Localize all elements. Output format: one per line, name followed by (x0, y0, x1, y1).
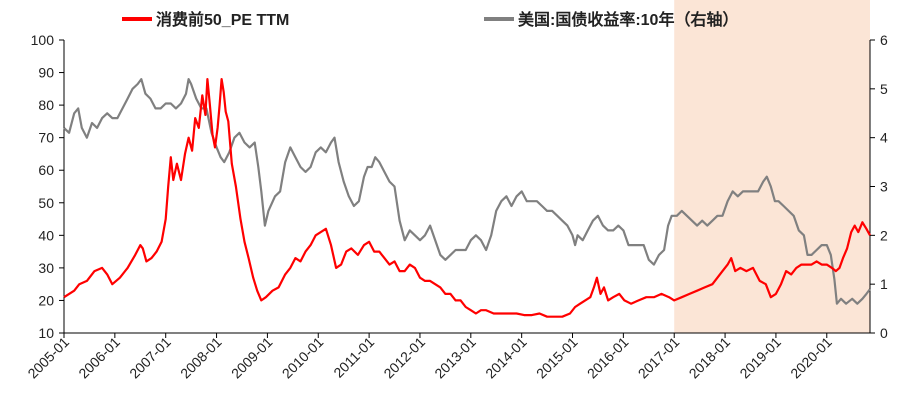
series-lines (63, 78, 871, 318)
legend-label-yield: 美国:国债收益率:10年（右轴） (518, 10, 738, 29)
shaded-period (674, 0, 870, 333)
y-left-tick-label: 100 (31, 32, 55, 48)
series-line-pe (63, 78, 871, 318)
y-right-tick-label: 6 (880, 32, 888, 48)
y-right-tick-label: 2 (880, 227, 888, 243)
y-right-tick-label: 5 (880, 81, 888, 97)
y-right-tick-label: 0 (880, 325, 888, 341)
legend-label-pe: 消费前50_PE TTM (156, 10, 289, 29)
y-left-tick-label: 70 (38, 130, 54, 146)
y-right-tick-label: 1 (880, 276, 888, 292)
y-left-tick-label: 40 (38, 227, 54, 243)
y-right-tick-label: 4 (880, 130, 888, 146)
y-left-tick-label: 30 (38, 260, 54, 276)
y-left-tick-label: 80 (38, 97, 54, 113)
y-left-tick-label: 10 (38, 325, 54, 341)
series-line-us10y (63, 78, 871, 305)
y-right-tick-label: 3 (880, 179, 888, 195)
y-left-tick-label: 60 (38, 162, 54, 178)
y-left-tick-label: 20 (38, 292, 54, 308)
legend: 消费前50_PE TTM 美国:国债收益率:10年（右轴） (122, 10, 738, 29)
y-left-tick-label: 50 (38, 195, 54, 211)
y-left-tick-label: 90 (38, 65, 54, 81)
